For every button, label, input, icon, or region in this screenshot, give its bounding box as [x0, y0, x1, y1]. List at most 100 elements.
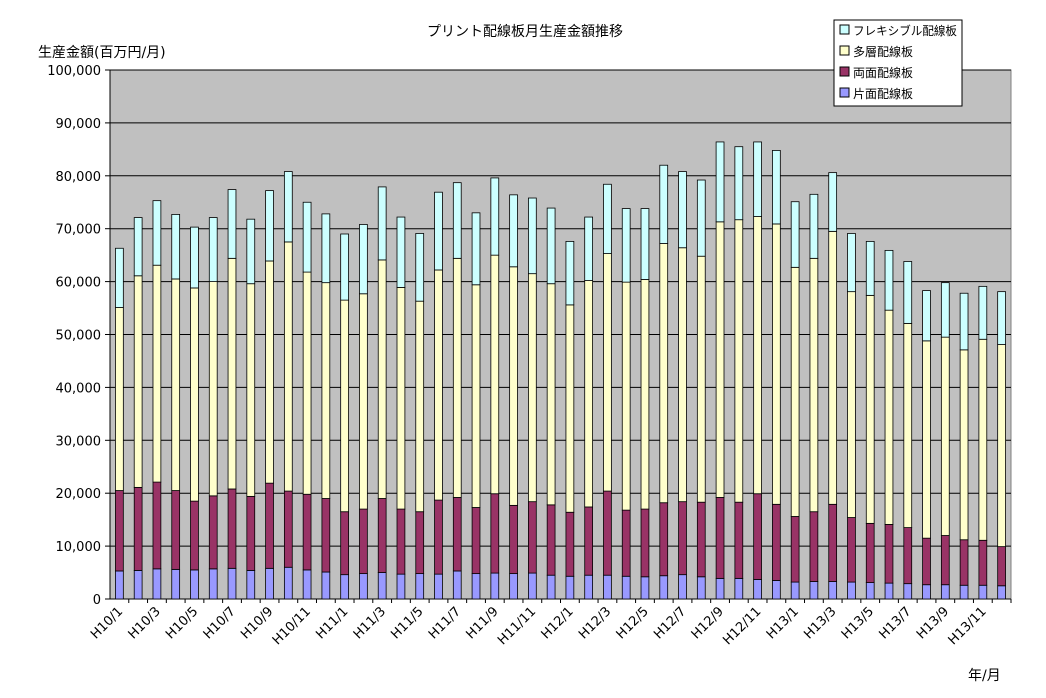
y-tick-label: 40,000 [56, 381, 102, 396]
x-tick-label: H12/7 [651, 604, 689, 642]
legend-label: フレキシブル配線板 [853, 23, 957, 38]
bar-segment [922, 290, 931, 342]
bar-segment [246, 495, 256, 571]
bar-segment [415, 233, 425, 302]
bar-segment [302, 271, 312, 495]
legend-swatch [839, 66, 850, 77]
bar-segment [565, 511, 575, 577]
bar-segment [978, 584, 988, 600]
bar-segment [415, 300, 425, 513]
bar-segment [434, 573, 443, 600]
x-tick-label: H11/7 [426, 604, 464, 642]
bar-segment [208, 217, 218, 283]
x-tick-label: H12/11 [720, 604, 764, 648]
legend-label: 片面配線板 [853, 86, 913, 101]
bar-segment [283, 171, 293, 243]
bar-segment [865, 582, 875, 600]
x-tick-label: H12/5 [614, 604, 652, 642]
bar-segment [133, 570, 143, 600]
bar-segment [772, 223, 781, 505]
bar-segment [696, 179, 706, 257]
bar-segment [903, 261, 913, 324]
y-tick-label: 90,000 [56, 117, 102, 132]
legend-swatch [839, 87, 850, 98]
y-tick-label: 10,000 [56, 540, 102, 555]
y-axis-title: 生産金額(百万円/月) [38, 45, 166, 61]
bar-segment [809, 193, 819, 259]
bar-segment [490, 177, 500, 256]
bar-segment [509, 194, 518, 268]
bar-segment [227, 257, 237, 490]
bar-segment [940, 584, 950, 600]
bar-segment [847, 291, 856, 518]
x-tick-label: H13/5 [839, 604, 877, 642]
bar-segment [152, 264, 162, 483]
bar-segment [959, 539, 969, 586]
bar-segment [903, 583, 913, 600]
bar-segment [753, 493, 762, 580]
bar-segment [471, 573, 481, 600]
bar-segment [753, 141, 762, 217]
bar-segment [565, 240, 575, 306]
bar-segment [321, 498, 331, 573]
bar-segment [190, 226, 199, 289]
legend-label: 両面配線板 [853, 65, 913, 80]
bar-segment [603, 253, 612, 492]
y-tick-label: 60,000 [56, 276, 102, 291]
bar-segment [171, 214, 181, 280]
bar-segment [283, 241, 293, 492]
bar-segment [302, 493, 312, 571]
bar-segment [321, 213, 331, 284]
bar-segment [640, 279, 650, 510]
bar-segment [434, 499, 443, 575]
bar-segment [115, 570, 124, 600]
bar-segment [696, 255, 706, 503]
x-tick-label: H13/11 [946, 604, 990, 648]
x-tick-label: H12/3 [576, 604, 614, 642]
bar-segment [509, 266, 518, 506]
bar-segment [283, 566, 293, 600]
bar-segment [997, 585, 1006, 600]
x-tick-label: H13/3 [801, 604, 839, 642]
bar-segment [847, 581, 856, 600]
bar-segment [640, 208, 650, 280]
bar-segment [809, 257, 819, 513]
y-tick-label: 80,000 [56, 170, 102, 185]
bar-segment [772, 150, 781, 225]
bar-segment [753, 216, 762, 495]
bar-segment [452, 182, 462, 259]
x-tick-label: H10/1 [88, 604, 126, 642]
bar-segment [828, 172, 838, 232]
x-tick-label: H10/3 [126, 604, 164, 642]
bar-segment [359, 293, 368, 510]
bar-segment [997, 546, 1006, 587]
bar-segment [302, 569, 312, 600]
bar-segment [678, 501, 687, 576]
bar-segment [696, 501, 706, 578]
bar-segment [152, 200, 162, 266]
bar-segment [678, 247, 687, 503]
bar-segment [640, 508, 650, 578]
bar-segment [790, 516, 800, 583]
bar-segment [340, 299, 349, 513]
x-axis-title: 年/月 [968, 668, 1001, 684]
bar-segment [565, 304, 575, 513]
bar-segment [208, 568, 218, 600]
bar-segment [133, 275, 143, 488]
bar-segment [809, 511, 819, 582]
bar-segment [959, 584, 969, 600]
bar-segment [603, 574, 612, 600]
bar-segment [528, 273, 537, 503]
bar-segment [265, 190, 274, 262]
bar-segment [115, 490, 124, 572]
bar-segment [659, 575, 669, 600]
bar-segment [884, 309, 894, 525]
bar-segment [715, 497, 725, 579]
bar-segment [340, 574, 349, 600]
bar-segment [790, 266, 800, 517]
bar-segment [734, 146, 744, 221]
bar-segment [471, 212, 481, 286]
bar-segment [772, 580, 781, 600]
